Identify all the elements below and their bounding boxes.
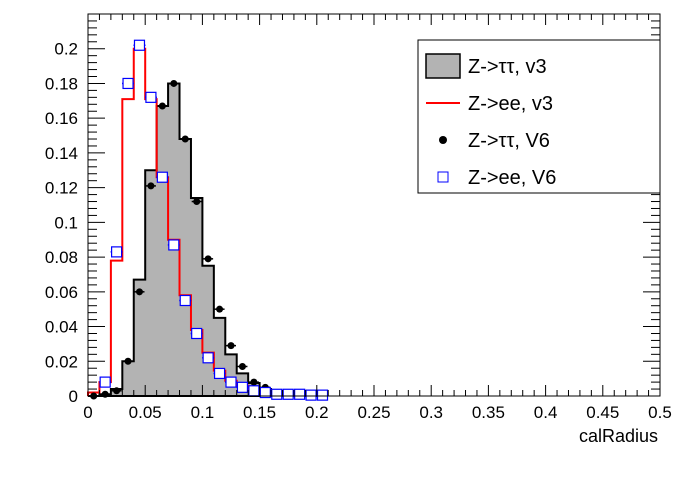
legend-label: Z->ττ, V6 — [468, 130, 550, 152]
y-tick-label: 0.02 — [45, 352, 78, 371]
point-zee-v6 — [305, 389, 317, 401]
y-tick-label: 0.04 — [45, 318, 78, 337]
legend-label: Z->ττ, v3 — [468, 56, 547, 78]
point-zee-v6 — [168, 239, 180, 251]
legend-label: Z->ee, v3 — [468, 93, 553, 115]
point-zee-v6 — [225, 376, 237, 388]
point-ztautau-v6 — [193, 198, 201, 206]
point-zee-v6 — [133, 39, 146, 51]
x-tick-label: 0.1 — [191, 403, 215, 422]
point-ztautau-v6 — [135, 288, 143, 296]
y-tick-label: 0 — [69, 387, 78, 406]
point-ztautau-v6 — [227, 342, 235, 350]
y-tick-label: 0.06 — [45, 283, 78, 302]
legend: Z->ττ, v3 Z->ee, v3 Z->ττ, V6 Z->ee, V6 — [417, 39, 661, 194]
y-tick-label: 0.18 — [45, 74, 78, 93]
point-zee-v6 — [236, 381, 249, 393]
x-tick-label: 0.5 — [648, 403, 672, 422]
point-zee-v6 — [110, 246, 123, 258]
point-zee-v6 — [213, 367, 226, 380]
point-zee-v6 — [271, 388, 283, 400]
legend-swatch-ztautau-v6 — [439, 136, 447, 144]
point-zee-v6 — [248, 385, 260, 397]
legend-swatch-zee-v6 — [437, 171, 449, 183]
x-tick-label: 0.2 — [305, 403, 329, 422]
y-tick-label: 0.16 — [45, 109, 78, 128]
x-tick-label: 0.35 — [472, 403, 505, 422]
point-ztautau-v6 — [147, 182, 155, 190]
point-ztautau-v6 — [250, 378, 258, 386]
x-tick-label: 0.25 — [357, 403, 390, 422]
y-tick-label: 0.14 — [45, 144, 78, 163]
point-zee-v6 — [259, 386, 271, 399]
point-zee-v6 — [156, 171, 168, 183]
y-tick-label: 0.1 — [54, 213, 78, 232]
legend-swatch-ztautau-v3 — [425, 53, 461, 79]
point-zee-v6 — [99, 376, 111, 388]
y-tick-label: 0.12 — [45, 179, 78, 198]
x-tick-label: 0.3 — [419, 403, 443, 422]
point-zee-v6 — [122, 77, 134, 90]
y-tick-label: 0.08 — [45, 248, 78, 267]
point-ztautau-v6 — [158, 102, 166, 110]
point-zee-v6 — [179, 294, 191, 307]
point-ztautau-v6 — [204, 255, 212, 263]
point-zee-v6 — [191, 327, 203, 340]
point-ztautau-v6 — [238, 362, 246, 370]
point-zee-v6 — [282, 388, 294, 400]
legend-label: Z->ee, V6 — [468, 167, 556, 189]
x-tick-label: 0.15 — [243, 403, 276, 422]
x-tick-label: 0 — [83, 403, 92, 422]
point-zee-v6 — [145, 91, 157, 103]
point-ztautau-v6 — [181, 135, 189, 143]
y-tick-label: 0.2 — [54, 40, 78, 59]
point-ztautau-v6 — [113, 387, 121, 395]
point-ztautau-v6 — [216, 305, 224, 313]
x-tick-label: 0.45 — [586, 403, 619, 422]
point-ztautau-v6 — [101, 390, 109, 398]
x-tick-label: 0.4 — [534, 403, 558, 422]
point-zee-v6 — [294, 388, 306, 400]
point-ztautau-v6 — [124, 357, 132, 365]
point-zee-v6 — [202, 352, 214, 364]
x-tick-label: 0.05 — [129, 403, 162, 422]
point-ztautau-v6 — [170, 79, 178, 87]
point-zee-v6 — [316, 389, 329, 401]
x-axis-label: calRadius — [579, 426, 658, 446]
